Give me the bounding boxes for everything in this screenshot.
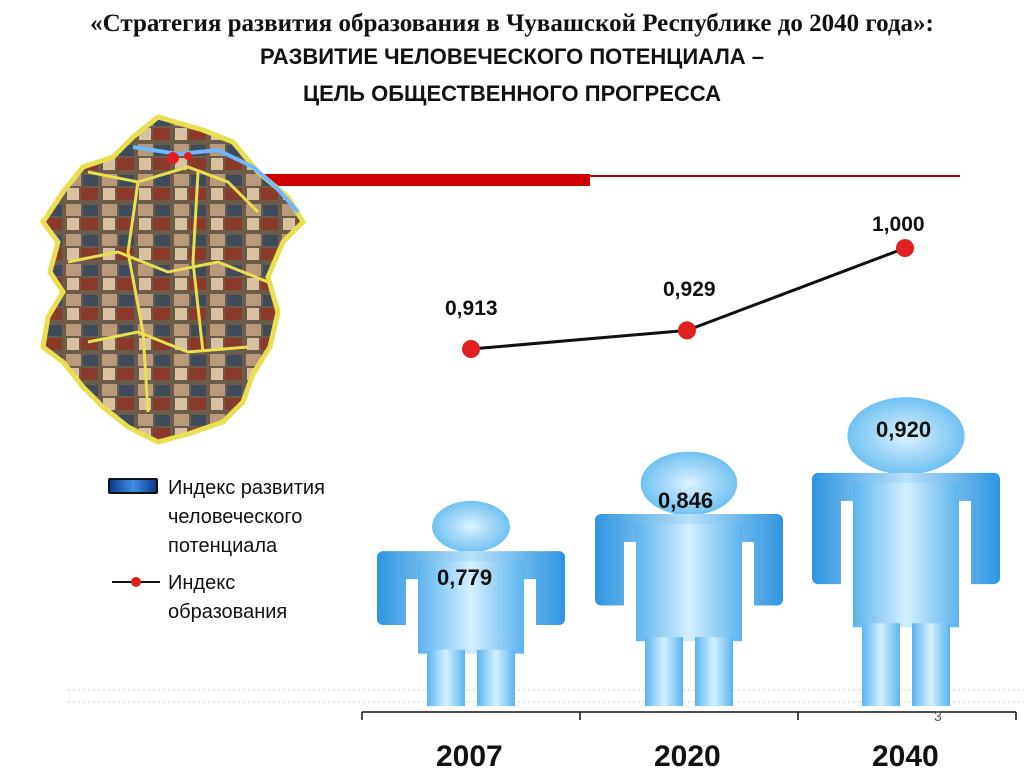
year-label-2020: 2020 xyxy=(654,740,721,773)
legend-hdi-swatch xyxy=(108,478,158,494)
figure-torso xyxy=(636,523,742,642)
slide-subtitle-line1: РАЗВИТИЕ ЧЕЛОВЕЧЕСКОГО ПОТЕНЦИАЛА – xyxy=(260,44,764,69)
hdi-figure-2007 xyxy=(377,500,565,706)
figure-torso xyxy=(418,561,524,654)
edu-value-2007: 0,913 xyxy=(445,297,498,320)
hdi-value-2020: 0,846 xyxy=(658,488,714,513)
page-number: 3 xyxy=(934,708,942,724)
figure-torso xyxy=(853,482,959,628)
figure-head xyxy=(640,451,738,516)
figure-leg-right xyxy=(477,649,515,706)
legend-edu-swatch xyxy=(112,577,160,587)
legend-edu-label-1: Индекс xyxy=(168,572,236,594)
chuvashia-map-collage xyxy=(39,114,307,445)
legend-hdi-label-3: потенциала xyxy=(168,535,278,557)
legend-edu-label-2: образования xyxy=(168,601,288,623)
edu-value-2020: 0,929 xyxy=(663,278,716,301)
red-divider-thick xyxy=(260,174,590,186)
legend-hdi-label-1: Индекс развития xyxy=(168,477,325,499)
figure-leg-right xyxy=(912,623,950,706)
legend-hdi-label-2: человеческого xyxy=(168,506,303,528)
slide-title: «Стратегия развития образования в Чувашс… xyxy=(90,10,934,37)
figure-head xyxy=(847,397,965,475)
edu-value-2040: 1,000 xyxy=(872,213,925,236)
figure-head xyxy=(432,500,510,553)
hdi-value-2007: 0,779 xyxy=(437,565,493,590)
edu-point-2007 xyxy=(462,340,480,358)
year-label-2040: 2040 xyxy=(872,740,939,773)
figure-leg-left xyxy=(645,637,683,706)
edu-point-2040 xyxy=(896,239,914,258)
hdi-value-2040: 0,920 xyxy=(876,417,932,442)
figure-leg-left xyxy=(427,649,465,706)
edu-point-2020 xyxy=(678,321,696,340)
slide-subtitle-line2: ЦЕЛЬ ОБЩЕСТВЕННОГО ПРОГРЕССА xyxy=(303,81,721,106)
hdi-figure-2040 xyxy=(812,397,1000,706)
red-divider-thin xyxy=(590,175,960,177)
year-label-2007: 2007 xyxy=(436,740,503,773)
figure-leg-left xyxy=(862,623,900,706)
hdi-figure-2020 xyxy=(595,451,783,706)
figure-leg-right xyxy=(695,637,733,706)
